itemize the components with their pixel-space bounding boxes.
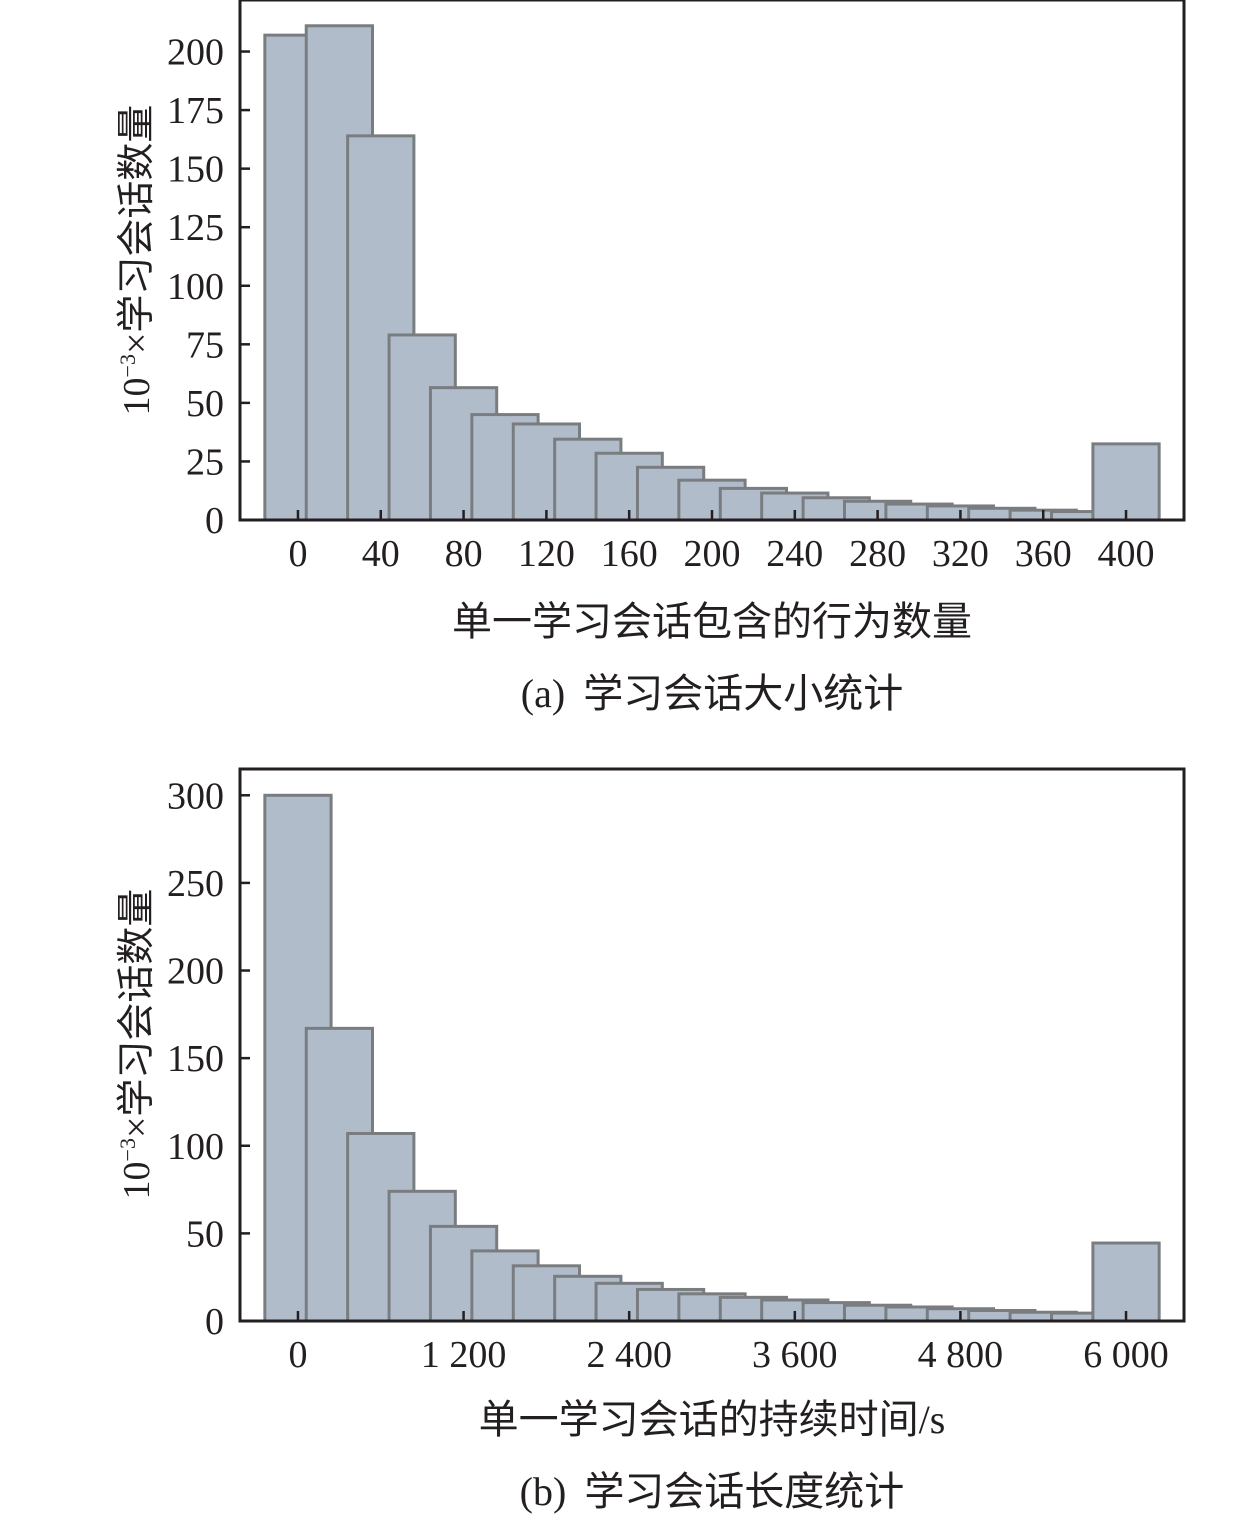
x-tick-label-1-2: 2 400: [586, 1334, 672, 1376]
x-tick-label-1-1: 1 200: [421, 1334, 507, 1376]
x-tick-label-1-4: 4 800: [918, 1334, 1004, 1376]
y-tick-label-1-5: 250: [167, 863, 224, 905]
chart-panel-b: 0 50 100 150 200 250 300 0 1 200 2 400 3 600 4 800 6…: [0, 760, 1260, 1521]
x-tick-label-1-5: 6 000: [1083, 1334, 1169, 1376]
plot-frame-1: [238, 767, 1186, 1323]
x-axis-label-a: 单一学习会话包含的行为数量: [452, 599, 972, 644]
y-tick-label-1-4: 200: [167, 951, 224, 993]
bar-chart-b: 0 50 100 150 200 250 300 0 1 200 2 400 3 600 4 800 6…: [167, 767, 1186, 1376]
y-tick-label-0-0: 0: [205, 500, 224, 542]
caption-text-a: 学习会话大小统计: [583, 671, 904, 716]
y-tick-label-0-2: 50: [186, 383, 224, 425]
x-tick-label-0-3: 120: [518, 533, 575, 575]
caption-text-b: 学习会话长度统计: [584, 1469, 905, 1514]
x-tick-label-0-6: 240: [766, 533, 823, 575]
y-tick-label-0-6: 150: [167, 149, 224, 191]
y-tick-label-0-3: 75: [186, 324, 224, 366]
chart-panel-a: 0 25 50 75 100 125 150 175 200 0 40 80 120 160 200 240 2…: [0, 0, 1260, 740]
y-tick-label-0-8: 200: [167, 32, 224, 74]
bar-chart-a: 0 25 50 75 100 125 150 175 200 0 40 80 120 160 200 240 2…: [167, 0, 1186, 575]
x-tick-label-0-0: 0: [288, 533, 307, 575]
x-tick-label-0-2: 80: [445, 533, 483, 575]
y-tick-label-1-3: 150: [167, 1038, 224, 1080]
y-tick-label-1-1: 50: [186, 1213, 224, 1255]
x-tick-label-0-10: 400: [1098, 533, 1155, 575]
x-tick-label-0-8: 320: [932, 533, 989, 575]
bar-1-20: [1091, 1241, 1161, 1323]
y-tick-label-0-7: 175: [167, 90, 224, 132]
x-tick-label-0-9: 360: [1015, 533, 1072, 575]
x-tick-label-0-7: 280: [849, 533, 906, 575]
y-axis-label-b: 10−3×学习会话数量: [115, 888, 158, 1200]
y-axis-label-a: 10−3×学习会话数量: [115, 104, 158, 416]
y-tick-label-0-1: 25: [186, 441, 224, 483]
caption-tag-b: (b): [519, 1469, 567, 1514]
bar-0-20: [1091, 442, 1161, 522]
x-tick-label-0-5: 200: [684, 533, 741, 575]
x-tick-label-1-3: 3 600: [752, 1334, 838, 1376]
y-tick-label-0-5: 125: [167, 207, 224, 249]
y-tick-label-1-0: 0: [205, 1301, 224, 1343]
x-tick-label-1-0: 0: [288, 1334, 307, 1376]
y-tick-label-0-4: 100: [167, 266, 224, 308]
caption-b: (b) 学习会话长度统计: [240, 1468, 1184, 1516]
y-tick-label-1-6: 300: [167, 775, 224, 817]
x-tick-label-0-1: 40: [362, 533, 400, 575]
caption-a: (a) 学习会话大小统计: [240, 670, 1184, 718]
x-tick-label-0-4: 160: [601, 533, 658, 575]
x-axis-label-b: 单一学习会话的持续时间/s: [478, 1397, 946, 1442]
y-tick-label-1-2: 100: [167, 1126, 224, 1168]
caption-tag-a: (a): [520, 671, 566, 716]
